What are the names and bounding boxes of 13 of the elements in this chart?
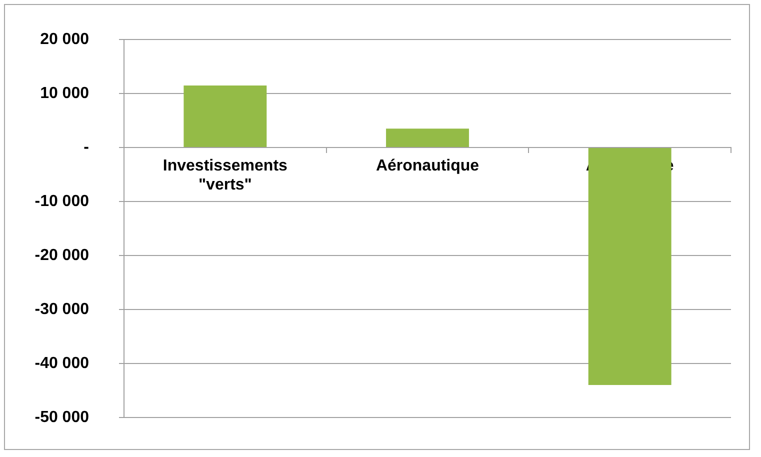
- bar: [588, 148, 672, 386]
- y-tick-label: -30 000: [34, 300, 90, 318]
- y-tick-label: -50 000: [34, 408, 90, 426]
- y-tick-label: 10 000: [40, 84, 90, 102]
- x-tick-label: Aéronautique: [376, 158, 480, 175]
- bar: [184, 85, 267, 148]
- y-tick-label: -: [84, 138, 89, 156]
- y-tick-label: -20 000: [34, 246, 90, 264]
- y-tick-label: -40 000: [34, 354, 90, 372]
- y-tick-label: 20 000: [40, 31, 90, 48]
- bar: [386, 128, 469, 148]
- x-tick-label: Investissements "verts": [162, 158, 288, 194]
- y-tick-label: -10 000: [34, 192, 90, 210]
